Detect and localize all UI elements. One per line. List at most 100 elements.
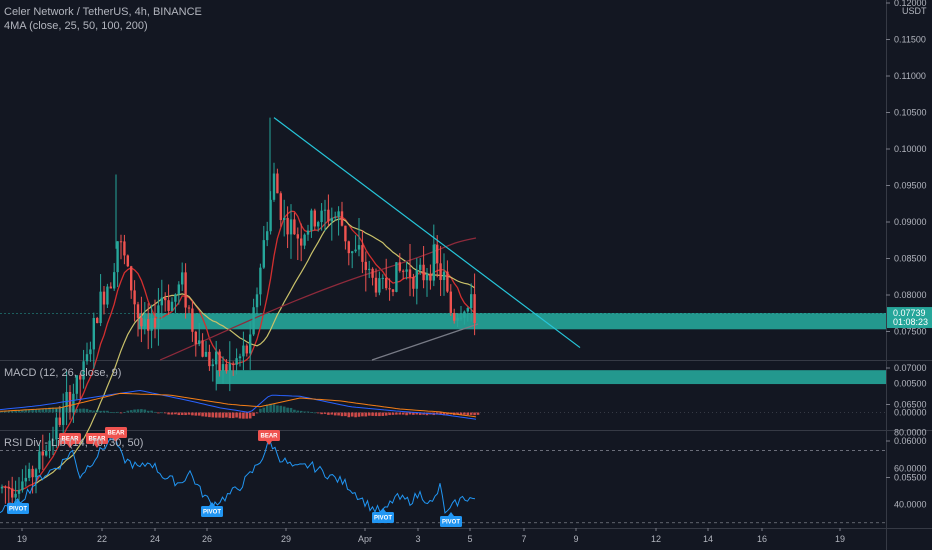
macd-histogram-bar [337, 412, 340, 416]
candle [92, 312, 95, 369]
candle-body [150, 318, 153, 331]
candle-body [289, 219, 293, 235]
candle [286, 206, 289, 249]
candle [347, 240, 350, 266]
candle-body [337, 211, 340, 217]
candle-body [184, 272, 187, 308]
macd-histogram-bar [405, 412, 408, 416]
macd-histogram-bar [48, 407, 51, 413]
macd-histogram-bar [367, 412, 371, 416]
macd-histogram-bar [112, 412, 116, 414]
time-tick-label: 7 [521, 534, 526, 544]
macd-histogram-bar [140, 409, 143, 413]
candle-body [123, 241, 126, 256]
candle-body [473, 294, 476, 324]
macd-histogram-bar [184, 412, 187, 416]
ma-legend[interactable]: 4MA (close, 25, 50, 100, 200) [4, 20, 148, 32]
tag-arrow [15, 499, 21, 503]
tag-label: BEAR [61, 437, 79, 443]
tag-arrow [448, 512, 454, 516]
candle [351, 250, 354, 269]
support-zone [138, 313, 886, 330]
candle-body [24, 477, 27, 482]
macd-histogram-bar [354, 412, 357, 418]
macd-histogram-bar [361, 412, 364, 417]
candle-body [0, 486, 4, 489]
candle [459, 305, 463, 321]
macd-axis: 0.00500 0.00000 [894, 379, 927, 418]
macd-histogram-bar [61, 407, 65, 413]
rsi-tick-label: 40.0000 [894, 500, 927, 510]
candle [374, 268, 378, 297]
candle-body [262, 240, 265, 268]
candle [68, 385, 72, 420]
tag-arrow [380, 508, 386, 512]
macd-histogram-bar [252, 412, 255, 416]
time-tick-label: 3 [415, 534, 420, 544]
macd-tick-label: 0.00500 [894, 379, 927, 389]
macd-histogram-bar [119, 412, 123, 414]
candle [456, 314, 459, 328]
candle [55, 408, 58, 448]
time-axis[interactable]: 19 22 24 26 29 Apr 3 5 7 9 12 14 16 19 [17, 528, 845, 544]
candle [340, 201, 344, 227]
macd-histogram-bar [129, 410, 133, 413]
candle-body [140, 317, 143, 327]
macd-histogram-bar [289, 407, 293, 413]
candle [466, 306, 469, 322]
last-price: 0.07739 [893, 308, 926, 318]
macd-histogram-bar [167, 412, 170, 415]
macd-histogram-bar [388, 412, 391, 416]
candle-body [296, 234, 299, 239]
macd-histogram-bar [92, 410, 96, 413]
candle [449, 284, 452, 316]
candle [323, 199, 327, 232]
macd-histogram-bar [0, 410, 4, 413]
candle-body [177, 284, 180, 295]
time-tick-label: 19 [835, 534, 845, 544]
macd-histogram-bar [38, 408, 41, 413]
macd-histogram-bar [106, 410, 109, 413]
macd-histogram-bar [408, 412, 412, 415]
candles [0, 117, 476, 509]
macd-histogram-bar [276, 405, 279, 413]
candle [473, 273, 476, 336]
drawing-tools[interactable] [273, 117, 581, 349]
candle-body [174, 294, 177, 302]
time-tick-label: 5 [467, 534, 472, 544]
candle [201, 333, 204, 358]
candle [167, 284, 170, 315]
candle [354, 235, 357, 253]
rsi-legend[interactable]: RSI Div - Lib (14, 70, 30, 50) [4, 437, 144, 449]
macd-histogram-bar [191, 412, 194, 416]
macd-legend[interactable]: MACD (12, 26, close, 9) [4, 367, 122, 379]
candle-body [106, 286, 109, 305]
candle [102, 286, 106, 315]
candle-body [4, 486, 7, 488]
candle [147, 303, 150, 350]
candle-body [470, 294, 473, 309]
candle-body [55, 417, 58, 440]
macd-histogram-bar [221, 412, 225, 418]
macd-histogram-bar [136, 409, 140, 413]
price-axis[interactable]: 0.12000 0.11500 0.11000 0.10500 0.10000 0.095… [886, 0, 927, 483]
macd-histogram-bar [116, 411, 119, 413]
candle-body [412, 276, 415, 289]
candle-body [92, 318, 95, 350]
macd-histogram-bar [27, 409, 31, 413]
candle-body [279, 193, 282, 220]
candle-body [75, 375, 78, 394]
candle-body [419, 264, 422, 270]
macd-histogram-bar [235, 412, 238, 418]
candle [126, 254, 129, 268]
macd-histogram-bar [41, 408, 45, 413]
candle-body [136, 304, 140, 318]
macd-histogram-bar [412, 412, 415, 415]
candle [357, 217, 361, 257]
candle-body [323, 209, 327, 211]
candle-body [181, 272, 184, 285]
candle-body [456, 317, 459, 321]
candle [279, 191, 282, 227]
